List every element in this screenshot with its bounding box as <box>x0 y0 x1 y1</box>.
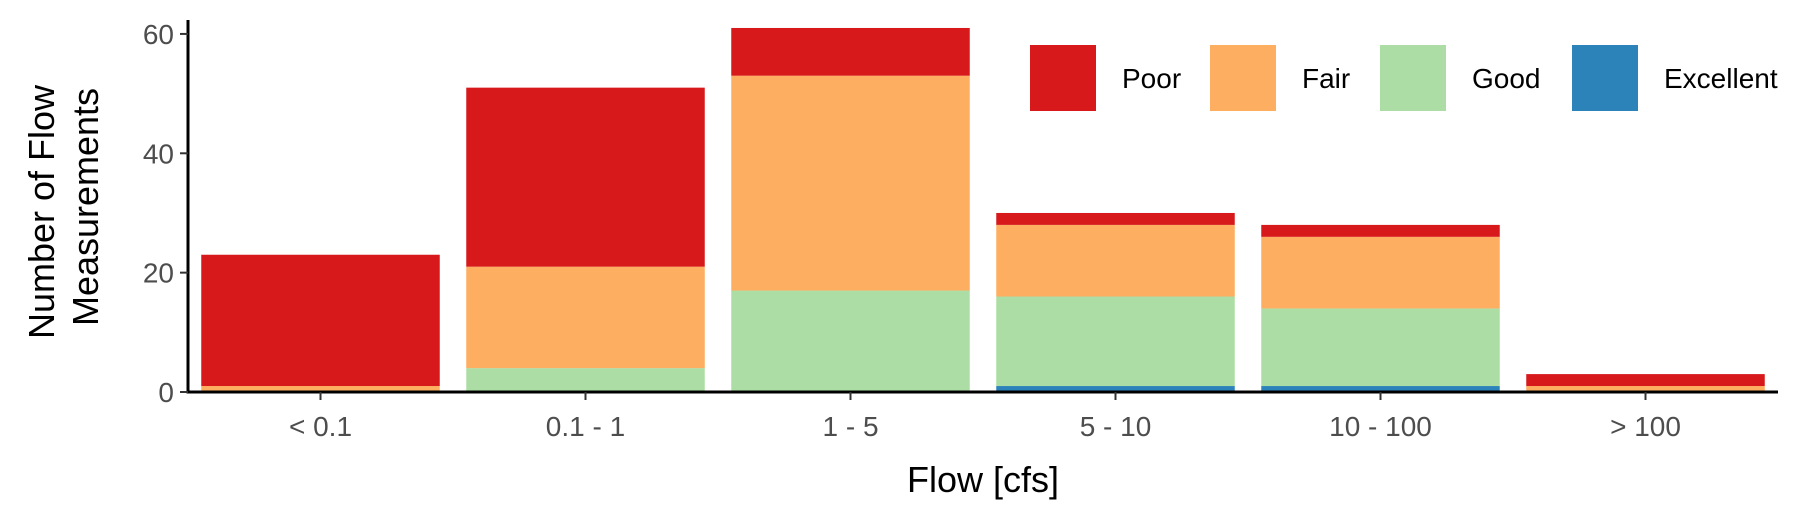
legend-swatch-excellent <box>1572 45 1638 111</box>
bar-good-1 <box>466 368 705 392</box>
y-axis-title-line-2: Measurements <box>65 88 106 326</box>
y-tick-label: 60 <box>143 19 174 50</box>
legend-label-fair: Fair <box>1302 63 1350 94</box>
bar-poor-1 <box>466 87 705 267</box>
bar-poor-2 <box>731 27 970 76</box>
bar-poor-3 <box>996 212 1235 225</box>
y-ticks: 0 20 40 60 <box>143 19 188 408</box>
x-tick-label: < 0.1 <box>289 411 352 442</box>
x-ticks: < 0.1 0.1 - 1 1 - 5 5 - 10 10 - 100 > 100 <box>289 392 1681 442</box>
bar-poor-4 <box>1261 224 1500 237</box>
legend-label-poor: Poor <box>1122 63 1181 94</box>
x-tick-label: > 100 <box>1610 411 1681 442</box>
bar-excellent-3 <box>996 386 1235 392</box>
x-tick-label: 5 - 10 <box>1080 411 1152 442</box>
bar-fair-1 <box>466 266 705 369</box>
y-axis-title: Number of Flow Measurements <box>21 75 106 339</box>
legend-label-excellent: Excellent <box>1664 63 1778 94</box>
y-tick-label: 20 <box>143 258 174 289</box>
x-tick-label: 1 - 5 <box>822 411 878 442</box>
x-axis-title: Flow [cfs] <box>907 459 1059 500</box>
legend: Poor Fair Good Excellent <box>1030 45 1778 111</box>
bar-good-4 <box>1261 308 1500 387</box>
bar-poor-0 <box>201 254 440 387</box>
x-tick-label: 0.1 - 1 <box>546 411 625 442</box>
legend-swatch-good <box>1380 45 1446 111</box>
bar-excellent-4 <box>1261 386 1500 392</box>
axes-layer <box>186 20 1778 394</box>
y-axis-title-line-1: Number of Flow <box>21 84 62 339</box>
bar-fair-3 <box>996 224 1235 297</box>
bar-fair-0 <box>201 386 440 392</box>
x-tick-label: 10 - 100 <box>1329 411 1432 442</box>
bar-good-2 <box>731 290 970 392</box>
bar-good-3 <box>996 296 1235 387</box>
legend-swatch-poor <box>1030 45 1096 111</box>
bars-layer <box>201 27 1765 392</box>
legend-label-good: Good <box>1472 63 1541 94</box>
bar-fair-4 <box>1261 236 1500 309</box>
bar-fair-5 <box>1526 386 1765 392</box>
bar-fair-2 <box>731 75 970 291</box>
y-tick-label: 40 <box>143 138 174 169</box>
bar-poor-5 <box>1526 374 1765 387</box>
legend-swatch-fair <box>1210 45 1276 111</box>
y-tick-label: 0 <box>158 377 174 408</box>
